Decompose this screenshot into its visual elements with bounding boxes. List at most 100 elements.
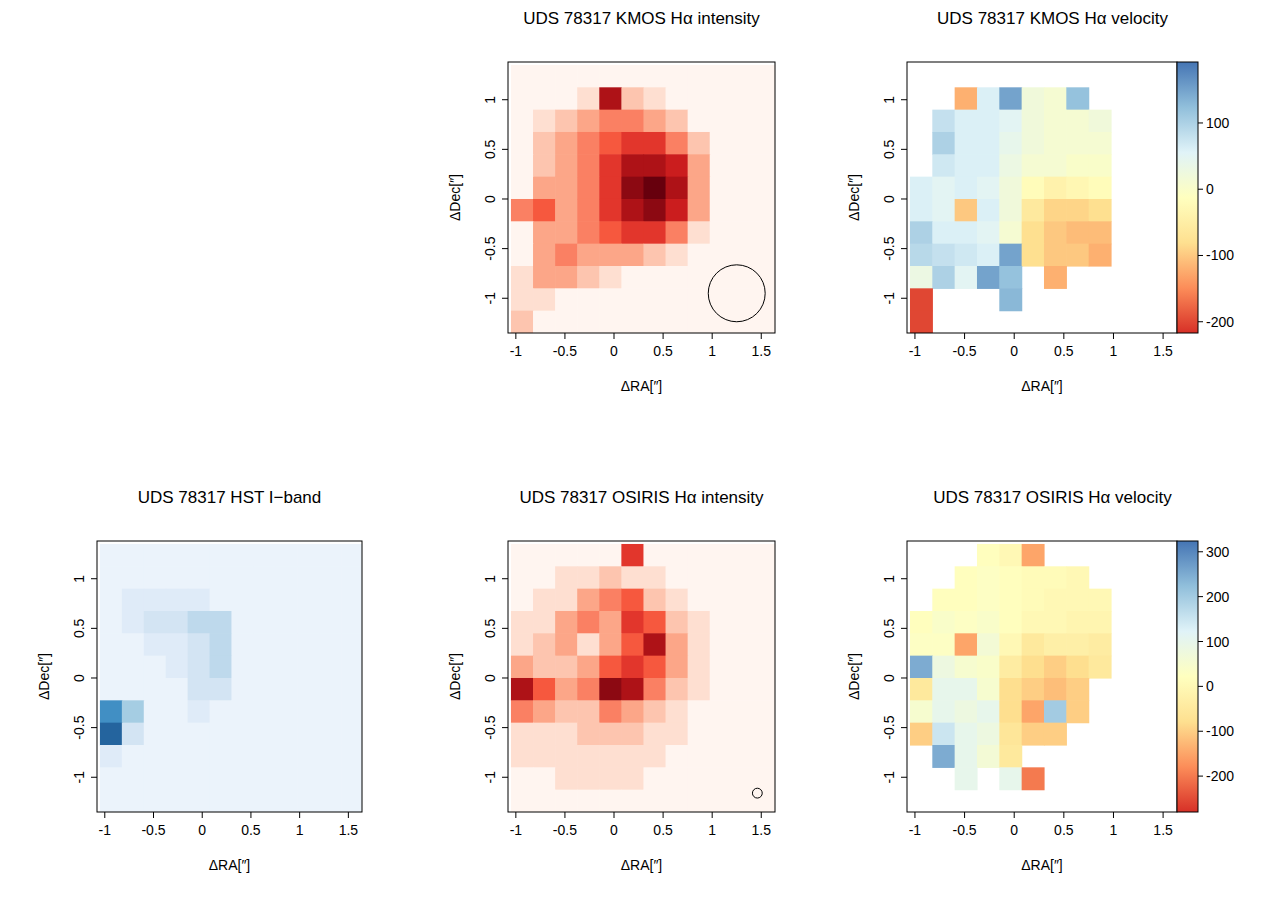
x-tick-label: 0.5	[1054, 343, 1074, 359]
x-tick-label: -0.5	[553, 822, 577, 838]
cell	[1044, 221, 1067, 244]
colorbar-tick	[1198, 551, 1203, 552]
cell	[1022, 199, 1045, 222]
cell	[621, 221, 644, 244]
cell	[1089, 656, 1112, 679]
cell	[319, 611, 342, 634]
cell	[188, 790, 211, 812]
cell	[511, 288, 534, 311]
y-tick	[901, 248, 907, 249]
cell	[341, 611, 362, 634]
cell	[643, 65, 666, 88]
cell	[122, 633, 145, 656]
cell	[144, 544, 167, 567]
cell	[341, 723, 362, 746]
cell	[297, 700, 320, 723]
cell	[955, 589, 978, 612]
x-tick-label: -1	[510, 343, 523, 359]
cell	[643, 154, 666, 177]
y-tick	[901, 628, 907, 629]
cell	[977, 745, 1000, 768]
cell	[297, 566, 320, 589]
plot-background	[508, 62, 775, 333]
cell	[555, 566, 578, 589]
cell	[643, 589, 666, 612]
cell	[643, 87, 666, 110]
cell	[910, 611, 933, 634]
figure: -1-0.500.511.5-1-0.500.51UDS 78317 KMOS …	[0, 0, 1276, 898]
cell	[999, 589, 1022, 612]
cell	[511, 633, 534, 656]
cell	[577, 221, 600, 244]
cell	[999, 199, 1022, 222]
y-tick-label: 0	[881, 674, 897, 682]
cell	[577, 199, 600, 222]
cell	[732, 544, 755, 567]
cell	[955, 199, 978, 222]
cell	[511, 611, 534, 634]
cell	[1089, 199, 1112, 222]
cell	[511, 65, 534, 88]
cell	[732, 566, 755, 589]
cell	[977, 110, 1000, 133]
cell	[231, 633, 254, 656]
colorbar-tick-label: -200	[1206, 768, 1234, 784]
cell	[533, 767, 556, 790]
cell	[599, 311, 622, 333]
cell	[511, 656, 534, 679]
y-tick	[901, 298, 907, 299]
colorbar-tick-label: 200	[1206, 589, 1230, 605]
x-tick-label: 1	[1110, 343, 1118, 359]
cell	[977, 221, 1000, 244]
cell	[955, 87, 978, 110]
cell	[732, 767, 755, 790]
cell	[122, 745, 145, 768]
cell	[319, 723, 342, 746]
cell	[533, 87, 556, 110]
cell	[297, 633, 320, 656]
cell	[977, 566, 1000, 589]
cell	[621, 177, 644, 200]
y-tick	[502, 628, 508, 629]
x-tick-label: 1.5	[752, 343, 772, 359]
cell	[1089, 589, 1112, 612]
cell	[643, 745, 666, 768]
x-tick-label: -0.5	[553, 343, 577, 359]
cell	[599, 544, 622, 567]
cell	[100, 723, 123, 746]
cell	[754, 154, 775, 177]
y-tick-label: 1	[482, 96, 498, 104]
cell	[144, 589, 167, 612]
cell	[1022, 566, 1045, 589]
cell	[955, 177, 978, 200]
cell	[577, 311, 600, 333]
cell	[275, 611, 298, 634]
cell	[297, 767, 320, 790]
cell	[955, 110, 978, 133]
x-tick-label: 0.5	[653, 343, 673, 359]
cell	[341, 566, 362, 589]
y-tick	[502, 777, 508, 778]
cell	[511, 87, 534, 110]
cell	[932, 723, 955, 746]
cell	[100, 745, 123, 768]
cell	[955, 700, 978, 723]
cell	[1089, 611, 1112, 634]
x-axis-title: ΔRA[″]	[621, 857, 663, 873]
cell	[577, 244, 600, 267]
cell	[555, 154, 578, 177]
cell	[999, 767, 1022, 790]
cell	[533, 266, 556, 289]
cell	[577, 767, 600, 790]
cell	[555, 678, 578, 701]
x-tick	[1113, 333, 1114, 339]
cell	[1044, 244, 1067, 267]
cell	[666, 244, 689, 267]
cell	[754, 110, 775, 133]
colorbar-tick	[1198, 122, 1203, 123]
cell	[621, 611, 644, 634]
cell	[231, 611, 254, 634]
cell	[999, 154, 1022, 177]
cell	[1089, 132, 1112, 155]
cell	[210, 723, 233, 746]
